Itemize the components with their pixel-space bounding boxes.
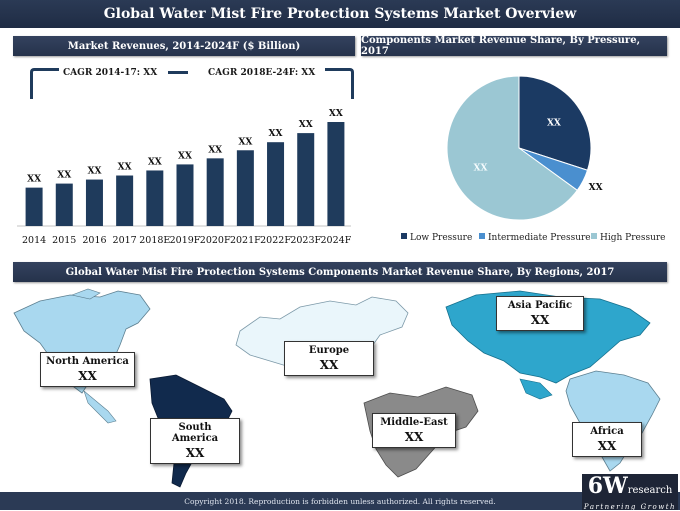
bar-2014: [25, 187, 43, 226]
data-label-2022F: XX: [269, 129, 283, 139]
data-label-2019F: XX: [178, 151, 192, 161]
slice-label-intermediate-pressure: XX: [589, 183, 603, 193]
data-label-2018E: XX: [148, 157, 162, 167]
components-header: Components Market Revenue Share, By Pres…: [361, 35, 667, 57]
logo-main: 6W: [587, 473, 628, 499]
page-title: Global Water Mist Fire Protection System…: [0, 0, 680, 28]
bar-2020F: [206, 158, 224, 226]
region-value: XX: [319, 358, 339, 372]
bar-2015: [55, 183, 73, 226]
slice-label-low-pressure: XX: [547, 119, 561, 129]
label-north-america: North America XX: [40, 352, 135, 387]
tick-label-2017: 2017: [113, 235, 137, 246]
bar-2017: [116, 175, 134, 226]
legend-label-intermediate-pressure: Intermediate Pressure: [488, 233, 591, 243]
region-value: XX: [78, 369, 97, 383]
region-value: XX: [597, 439, 617, 453]
cagr-2014-17: CAGR 2014-17: XX: [63, 68, 158, 78]
label-south-america: South America XX: [150, 418, 240, 464]
tick-label-2016: 2016: [82, 235, 106, 246]
region-value: XX: [185, 446, 205, 460]
data-label-2017: XX: [118, 163, 132, 173]
bar-2021F: [236, 150, 254, 226]
label-europe: Europe XX: [284, 341, 374, 376]
copyright-text: Copyright 2018. Reproduction is forbidde…: [184, 496, 496, 506]
tick-label-2020F: 2020F: [200, 235, 231, 246]
bar-2018E: [146, 170, 164, 226]
cagr-bracket-left: [30, 68, 59, 99]
tick-label-2023F: 2023F: [290, 235, 321, 246]
label-asia-pacific: Asia Pacific XX: [496, 296, 584, 331]
pressure-pie-chart: XX XX XX Low Pressure Intermediate Pressure H…: [401, 75, 666, 243]
data-label-2021F: XX: [238, 137, 252, 147]
company-logo: 6Wresearch Partnering Growth: [582, 473, 678, 511]
cagr-2018-24: CAGR 2018E-24F: XX: [208, 68, 316, 78]
slice-label-high-pressure: XX: [474, 164, 488, 174]
cagr-bracket-right: [325, 68, 354, 99]
tick-label-2022F: 2022F: [260, 235, 291, 246]
region-value: XX: [530, 313, 550, 327]
tick-label-2018E: 2018E: [139, 235, 170, 246]
label-middle-east: Middle-East XX: [372, 413, 456, 448]
data-label-2014: XX: [27, 175, 41, 185]
data-label-2016: XX: [87, 167, 101, 177]
bar-2016: [85, 179, 103, 226]
data-label-2023F: XX: [299, 120, 313, 130]
legend-swatch-intermediate-pressure: [479, 233, 485, 239]
data-label-2024F: XX: [329, 109, 343, 119]
europe-shape: [235, 296, 409, 372]
label-africa: Africa XX: [572, 422, 642, 457]
region-value: XX: [404, 430, 424, 444]
legend-label-low-pressure: Low Pressure: [410, 233, 472, 243]
region-name: South America: [171, 422, 219, 444]
region-name: Middle-East: [380, 417, 448, 428]
legend-swatch-low-pressure: [401, 233, 407, 239]
bar-2024F: [327, 122, 345, 226]
data-label-2015: XX: [57, 171, 71, 181]
legend-label-high-pressure: High Pressure: [600, 233, 666, 243]
legend-swatch-high-pressure: [591, 233, 597, 239]
revenue-bar-chart: XX 2014 XX 2015 XX 2016 XX 2017 XX 2018E XX 2019F XX…: [17, 109, 352, 246]
data-label-2020F: XX: [208, 145, 222, 155]
tick-label-2015: 2015: [52, 235, 76, 246]
region-name: Asia Pacific: [507, 300, 573, 311]
region-name: Africa: [590, 426, 624, 437]
slice-low-pressure: [518, 75, 592, 171]
regions-header: Global Water Mist Fire Protection System…: [13, 262, 667, 282]
tick-label-2014: 2014: [22, 235, 46, 246]
logo-tagline: Partnering Growth: [583, 503, 677, 511]
region-name: North America: [46, 356, 129, 367]
tick-label-2021F: 2021F: [230, 235, 261, 246]
revenues-header: Market Revenues, 2014-2024F ($ Billion): [13, 36, 355, 56]
logo-sub: research: [627, 485, 673, 496]
tick-label-2024F: 2024F: [321, 235, 352, 246]
slice-high-pressure: [446, 75, 578, 221]
bar-2019F: [176, 164, 194, 226]
cagr-divider: [168, 71, 188, 74]
footer: Copyright 2018. Reproduction is forbidde…: [0, 492, 680, 510]
region-name: Europe: [308, 345, 350, 356]
bar-2023F: [297, 133, 315, 226]
tick-label-2019F: 2019F: [170, 235, 201, 246]
bar-2022F: [267, 142, 285, 226]
